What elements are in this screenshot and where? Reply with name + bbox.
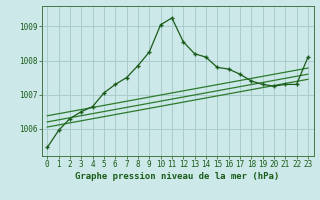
X-axis label: Graphe pression niveau de la mer (hPa): Graphe pression niveau de la mer (hPa) <box>76 172 280 181</box>
